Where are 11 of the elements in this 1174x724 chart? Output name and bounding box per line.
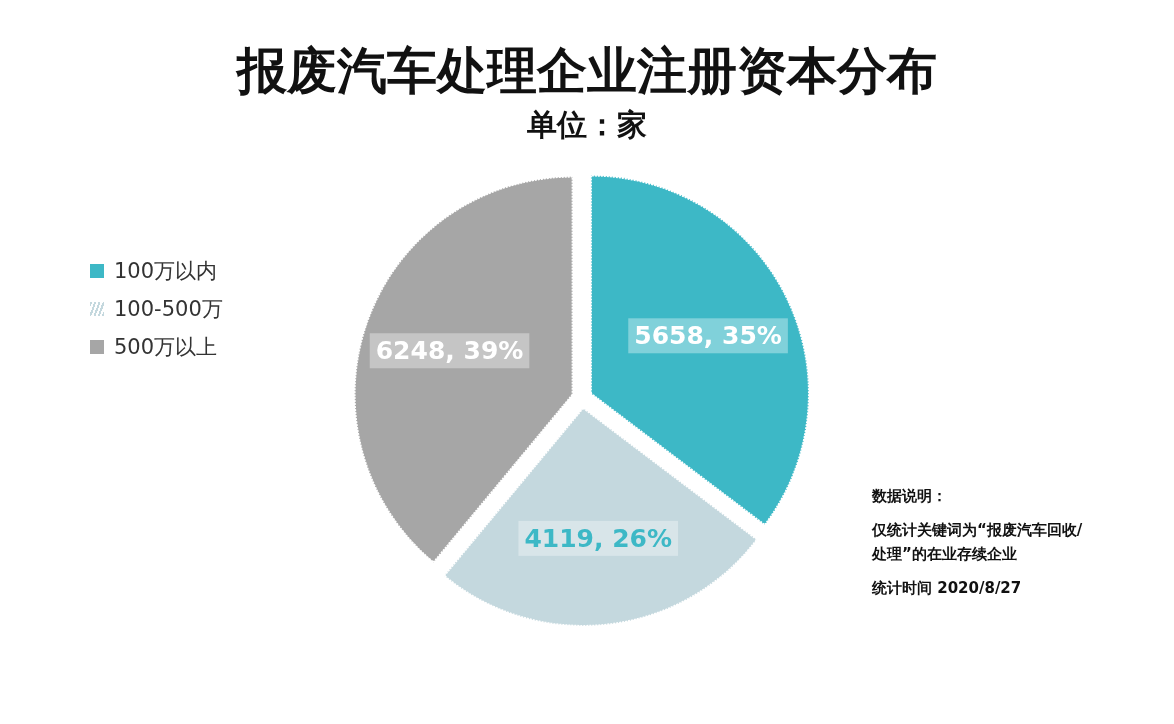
- data-label: 5658, 35%: [634, 321, 782, 351]
- text: 仅统计关键词为“报废汽车回收/处理”的在业存续企业: [872, 520, 1084, 565]
- legend-label: 100万以内: [114, 258, 218, 285]
- chart-title: 报废汽车处理企业注册资本分布: [235, 41, 938, 102]
- legend-label: 500万以上: [114, 334, 218, 361]
- text: 统计时间 2020/8/27: [872, 578, 1023, 599]
- data-label: 6248, 39%: [375, 336, 524, 366]
- chart-subtitle: 单位：家: [526, 106, 648, 144]
- data-label: 4119, 26%: [524, 523, 673, 553]
- text: 数据说明：: [872, 486, 948, 507]
- legend-label: 100-500万: [114, 296, 223, 323]
